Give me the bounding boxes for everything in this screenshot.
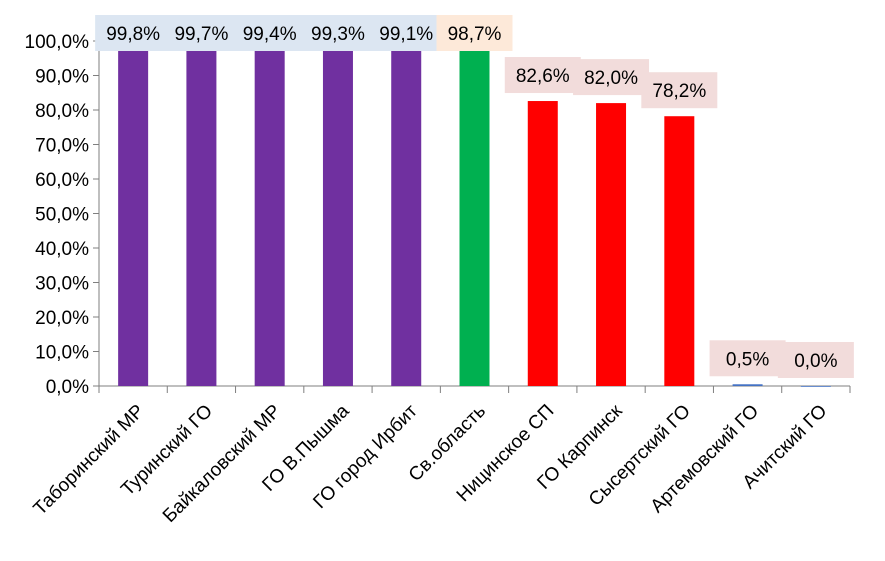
data-label: 99,4%: [231, 15, 308, 51]
y-tick-label: 50,0%: [35, 205, 89, 226]
bar: [459, 45, 490, 387]
data-label: 78,2%: [641, 72, 718, 109]
data-label-box: [641, 72, 718, 109]
y-tick-label: 80,0%: [35, 101, 89, 122]
data-label-box: [231, 15, 308, 51]
x-axis: [98, 385, 851, 393]
data-label-box: [573, 59, 650, 96]
bar: [596, 103, 627, 386]
bar: [118, 41, 149, 386]
data-label-text: 82,6%: [516, 66, 570, 87]
data-label: 99,1%: [368, 15, 445, 51]
data-label-box: [777, 342, 854, 378]
data-label: 99,8%: [95, 15, 172, 51]
data-label-text: 99,8%: [106, 24, 160, 45]
bar: [186, 42, 217, 386]
data-label-text: 99,7%: [174, 24, 228, 45]
bar: [254, 43, 285, 386]
bar: [527, 101, 558, 386]
x-tick-label: Байкаловский МР: [159, 401, 285, 527]
bar: [664, 116, 695, 387]
data-label-box: [504, 57, 581, 94]
bar: [800, 386, 831, 387]
data-label-box: [709, 340, 786, 377]
data-label: 99,3%: [299, 15, 376, 51]
data-label-text: 99,3%: [311, 24, 365, 45]
data-label: 82,6%: [504, 57, 581, 94]
y-tick-label: 30,0%: [35, 274, 89, 295]
y-tick-label: 40,0%: [35, 239, 89, 260]
bar: [322, 43, 353, 386]
bars: [118, 41, 831, 387]
data-label: 99,7%: [163, 15, 240, 51]
data-label-text: 78,2%: [652, 81, 706, 102]
data-label-text: 0,0%: [794, 351, 837, 372]
y-tick-label: 0,0%: [46, 377, 89, 398]
data-label: 98,7%: [436, 15, 513, 51]
data-label-box: [436, 15, 513, 51]
data-label-box: [299, 15, 376, 51]
y-tick-label: 90,0%: [35, 67, 89, 88]
data-label: 82,0%: [573, 59, 650, 96]
bar: [732, 384, 763, 386]
y-tick-label: 70,0%: [35, 136, 89, 157]
data-label-text: 0,5%: [726, 349, 769, 370]
y-tick-label: 60,0%: [35, 170, 89, 191]
y-tick-label: 20,0%: [35, 308, 89, 329]
data-label-box: [95, 15, 172, 51]
y-axis: 0,0% 10,0% 20,0% 30,0% 40,0% 50,0% 60,0% 70,0% 8…: [25, 32, 100, 398]
bar: [391, 44, 422, 386]
data-label-box: [368, 15, 445, 51]
data-label: 0,5%: [709, 340, 786, 377]
data-label-box: [163, 15, 240, 51]
y-tick-label: 10,0%: [35, 343, 89, 364]
data-label-text: 98,7%: [448, 24, 502, 45]
data-label-text: 82,0%: [584, 68, 638, 89]
data-label-text: 99,4%: [243, 24, 297, 45]
data-labels: 99,8% 99,7% 99,4% 99,3% 99,1% 98,7% 82,6% 82,0%…: [95, 15, 854, 378]
data-label: 0,0%: [777, 342, 854, 378]
x-tick-label: Таборинский МР: [30, 401, 149, 520]
y-tick-label: 100,0%: [25, 32, 90, 53]
data-label-text: 99,1%: [379, 24, 433, 45]
